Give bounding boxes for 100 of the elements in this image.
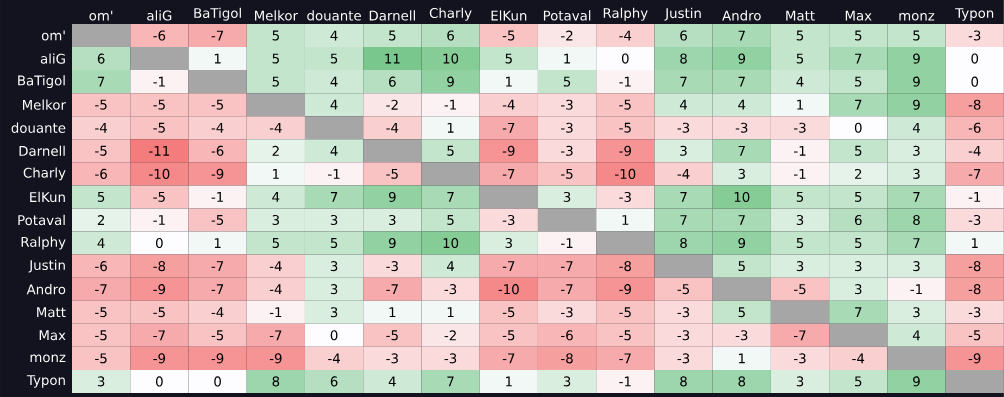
data-label: -5: [502, 330, 515, 341]
data-label: -5: [677, 284, 690, 295]
data-label: 3: [738, 168, 745, 179]
data-label: 0: [971, 76, 979, 87]
data-label: -3: [386, 353, 398, 364]
data-label: -3: [677, 307, 690, 318]
y-tick-label: Max: [39, 330, 66, 341]
y-tick-label: douante: [11, 122, 66, 133]
data-label: 3: [330, 284, 338, 295]
data-label: -3: [561, 145, 573, 156]
data-label: 7: [680, 215, 687, 225]
data-label: -4: [95, 122, 108, 133]
data-label: 5: [272, 238, 279, 249]
data-label: 9: [388, 238, 396, 249]
y-tick-label: om': [41, 30, 65, 41]
data-label: 6: [389, 76, 396, 87]
data-label: -5: [502, 30, 515, 41]
y-tick-label: Justin: [28, 259, 65, 273]
data-label: 3: [505, 238, 512, 249]
data-label: 3: [913, 261, 920, 272]
data-label: 4: [330, 76, 338, 87]
data-label: 7: [330, 192, 338, 202]
data-label: -5: [95, 145, 107, 156]
data-label: -3: [968, 307, 981, 318]
x-tick-label: Andro: [722, 10, 761, 21]
data-label: -3: [677, 353, 690, 364]
data-label: -5: [502, 307, 515, 318]
data-label: -3: [794, 122, 806, 133]
data-label: 4: [97, 238, 105, 248]
data-label: 2: [855, 168, 862, 179]
data-label: -7: [211, 261, 224, 272]
data-label: 4: [330, 145, 338, 156]
data-label: 8: [680, 238, 687, 249]
data-label: 7: [680, 76, 687, 87]
data-label: 4: [330, 99, 338, 110]
data-label: -7: [502, 169, 515, 179]
data-label: -7: [153, 330, 165, 341]
data-label: -7: [561, 284, 573, 295]
data-label: -7: [211, 30, 224, 41]
y-tick-label: Ralphy: [21, 236, 66, 250]
data-label: -10: [149, 168, 170, 179]
data-label: -1: [794, 169, 806, 179]
data-label: 2: [272, 145, 279, 156]
data-label: 1: [389, 307, 396, 318]
data-label: -8: [561, 353, 573, 364]
x-tick-label: Darnell: [369, 10, 415, 21]
data-label: 7: [913, 238, 920, 248]
data-label: -3: [968, 214, 981, 226]
data-label: 5: [272, 30, 279, 41]
data-label: 3: [272, 214, 280, 226]
data-label: 7: [97, 76, 105, 87]
data-label: 6: [854, 214, 862, 226]
data-label: -3: [794, 353, 806, 364]
data-label: 3: [913, 307, 920, 318]
data-label: 0: [214, 376, 221, 387]
data-label: -3: [561, 307, 573, 318]
data-label: 7: [738, 30, 745, 41]
data-label: -1: [269, 307, 282, 318]
data-label: 7: [738, 76, 745, 87]
x-tick-label: ElKun: [491, 10, 527, 21]
data-label: -7: [211, 284, 224, 295]
data-label: 0: [621, 53, 629, 64]
data-label: 3: [563, 191, 571, 203]
data-label: 5: [796, 30, 804, 41]
data-label: -4: [269, 122, 282, 133]
data-label: -7: [502, 122, 515, 133]
data-label: -3: [444, 284, 457, 295]
data-label: -5: [619, 307, 631, 318]
data-label: -5: [211, 215, 224, 225]
data-label: -7: [502, 353, 515, 364]
data-label: -6: [95, 168, 107, 179]
data-label: -1: [794, 145, 806, 156]
data-label: -7: [269, 330, 282, 341]
data-label: 3: [330, 214, 338, 226]
data-label: 4: [796, 76, 804, 87]
data-label: 5: [447, 145, 454, 156]
data-label: -4: [968, 145, 981, 156]
data-label: 5: [563, 76, 571, 87]
y-tick-label: Melkor: [22, 99, 66, 110]
data-label: -3: [619, 191, 631, 203]
data-label: -2: [561, 30, 573, 41]
data-label: -5: [968, 330, 981, 341]
data-label: 5: [738, 307, 745, 318]
data-label: 9: [738, 238, 746, 249]
data-label: -8: [153, 261, 166, 272]
data-label: 7: [447, 376, 454, 387]
data-label: 5: [505, 53, 512, 64]
data-label: 5: [389, 30, 396, 41]
data-label: -5: [561, 168, 573, 179]
data-label: -7: [619, 353, 631, 364]
data-label: 9: [913, 76, 920, 87]
data-label: -1: [910, 284, 922, 295]
data-label: 7: [447, 192, 454, 202]
data-label: -4: [269, 284, 282, 295]
data-label: -5: [619, 122, 631, 133]
data-label: -5: [95, 353, 107, 364]
data-label: 4: [388, 376, 396, 387]
data-label: -4: [211, 122, 224, 133]
data-label: 5: [330, 238, 338, 249]
data-label: 4: [738, 99, 746, 110]
